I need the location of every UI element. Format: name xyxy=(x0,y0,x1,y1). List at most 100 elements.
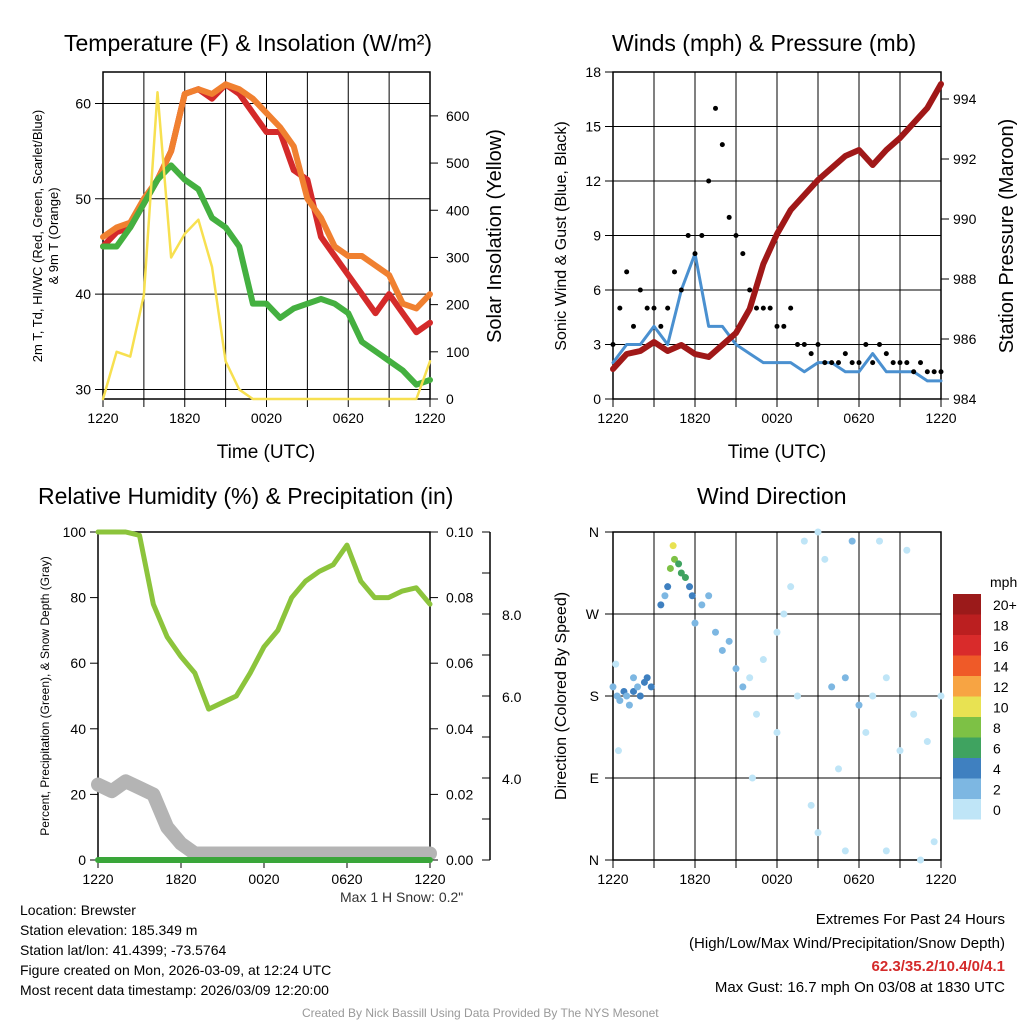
latlon: Station lat/lon: 41.4399; -73.5764 xyxy=(20,942,227,958)
dir-ytick-label: W xyxy=(586,606,600,622)
dir-point xyxy=(882,847,890,855)
dir-point xyxy=(636,692,644,700)
dir-point xyxy=(675,560,683,568)
wind-gust-point xyxy=(788,305,794,311)
wind-xtick-label: 1220 xyxy=(925,410,956,426)
wind-gust-point xyxy=(706,178,712,184)
temp-ytick-label: 50 xyxy=(75,191,91,207)
rh-ytick-label: 0 xyxy=(78,852,86,868)
wind-ytick-right-label: 984 xyxy=(953,391,977,407)
colorbar-swatch xyxy=(953,614,981,635)
wind-xtick-label: 1820 xyxy=(679,410,710,426)
wind-gust-point xyxy=(842,351,848,357)
dir-point xyxy=(669,542,677,550)
dir-point xyxy=(753,710,760,718)
dir-point xyxy=(821,555,829,563)
wind-gust-point xyxy=(795,342,800,347)
colorbar-swatch xyxy=(953,758,981,779)
extremes-title: Extremes For Past 24 Hours xyxy=(815,911,1005,928)
colorbar-label: 18 xyxy=(993,618,1009,634)
colorbar-swatch xyxy=(953,737,981,758)
wind-gust-point xyxy=(911,369,917,375)
dir-point xyxy=(835,765,842,773)
temp-ytick-right-label: 0 xyxy=(446,391,454,407)
temp-series-insolation xyxy=(101,91,432,401)
wind-gust-point xyxy=(801,342,807,347)
dir-point xyxy=(773,628,781,636)
wind-ylabel: Sonic Wind & Gust (Blue, Black) xyxy=(553,121,570,350)
wind-xlabel: Time (UTC) xyxy=(728,442,827,463)
dir-point xyxy=(917,856,924,864)
rh-series-snow-depth xyxy=(91,774,437,861)
dir-point xyxy=(712,628,719,636)
wind-gust-point xyxy=(938,369,944,375)
dir-point xyxy=(688,592,696,600)
dir-point xyxy=(930,838,938,846)
dir-ytick-label: S xyxy=(590,688,599,704)
colorbar-label: 0 xyxy=(993,802,1001,818)
rh-ytick-right-label: 0.06 xyxy=(446,655,473,671)
rh-ytick-label: 20 xyxy=(70,786,86,802)
dir-point xyxy=(748,774,756,782)
elevation: Station elevation: 185.349 m xyxy=(20,922,198,938)
wind-gust-point xyxy=(617,305,623,311)
rh-xtick-label: 0620 xyxy=(331,871,362,887)
snow-ytick-label: 8.0 xyxy=(502,607,522,623)
wind-gust-point xyxy=(726,214,732,220)
wind-xtick-label: 0020 xyxy=(761,410,792,426)
dir-xtick-label: 1820 xyxy=(679,871,710,887)
wind-ytick-label: 9 xyxy=(593,228,601,244)
dir-point xyxy=(814,528,822,536)
wind-gust-point xyxy=(699,233,705,238)
wind-gust-point xyxy=(610,342,616,347)
dir-point xyxy=(794,692,801,700)
colorbar-swatch xyxy=(953,799,981,820)
wind-gust-point xyxy=(733,233,739,238)
dir-point xyxy=(657,601,665,609)
wind-gust-point xyxy=(774,323,780,329)
temp-xtick-label: 1820 xyxy=(169,410,200,426)
rh-series-rh xyxy=(95,529,433,712)
rh-ytick-label: 100 xyxy=(63,524,87,540)
temp-chart-title: Temperature (F) & Insolation (W/m²) xyxy=(64,30,433,56)
temp-ytick-right-label: 500 xyxy=(446,155,470,171)
dir-xtick-label: 1220 xyxy=(925,871,956,887)
wind-gust-point xyxy=(644,305,650,311)
rh-ytick-label: 60 xyxy=(70,655,86,671)
dir-point xyxy=(643,674,651,682)
dir-point xyxy=(841,847,849,855)
dir-point xyxy=(691,619,699,627)
temp-ytick-right-label: 200 xyxy=(446,297,470,313)
temp-ylabel-2: & 9m T (Orange) xyxy=(46,187,61,284)
wind-gust-point xyxy=(713,105,718,111)
temp-ytick-right-label: 600 xyxy=(446,108,470,124)
wind-gust-point xyxy=(624,269,630,275)
wind-ytick-label: 12 xyxy=(585,173,601,189)
wind-ytick-right-label: 992 xyxy=(953,151,977,167)
dir-xtick-label: 0020 xyxy=(761,871,792,887)
dir-point xyxy=(862,728,870,736)
rh-ytick-right-label: 0.00 xyxy=(446,852,473,868)
dir-point xyxy=(647,683,655,691)
dir-point xyxy=(814,829,822,837)
colorbar-label: 20+ xyxy=(993,597,1017,613)
wind-ytick-label: 15 xyxy=(585,119,601,135)
colorbar-label: 14 xyxy=(993,659,1009,675)
wind-gust-point xyxy=(678,287,684,293)
dir-point xyxy=(876,537,883,545)
dir-point xyxy=(841,674,849,682)
colorbar-label: 2 xyxy=(993,782,1001,798)
dir-point xyxy=(773,728,781,736)
dir-ytick-label: E xyxy=(590,770,599,786)
wind-gust-point xyxy=(658,323,664,329)
wind-gust-point xyxy=(870,360,876,366)
location: Location: Brewster xyxy=(20,902,136,918)
wind-ytick-label: 0 xyxy=(593,391,601,407)
dir-point xyxy=(732,665,740,673)
dir-point xyxy=(903,546,911,554)
dir-point xyxy=(609,683,617,691)
wind-xtick-label: 0620 xyxy=(843,410,874,426)
dir-point xyxy=(828,683,836,691)
temp-series-td xyxy=(100,162,433,388)
